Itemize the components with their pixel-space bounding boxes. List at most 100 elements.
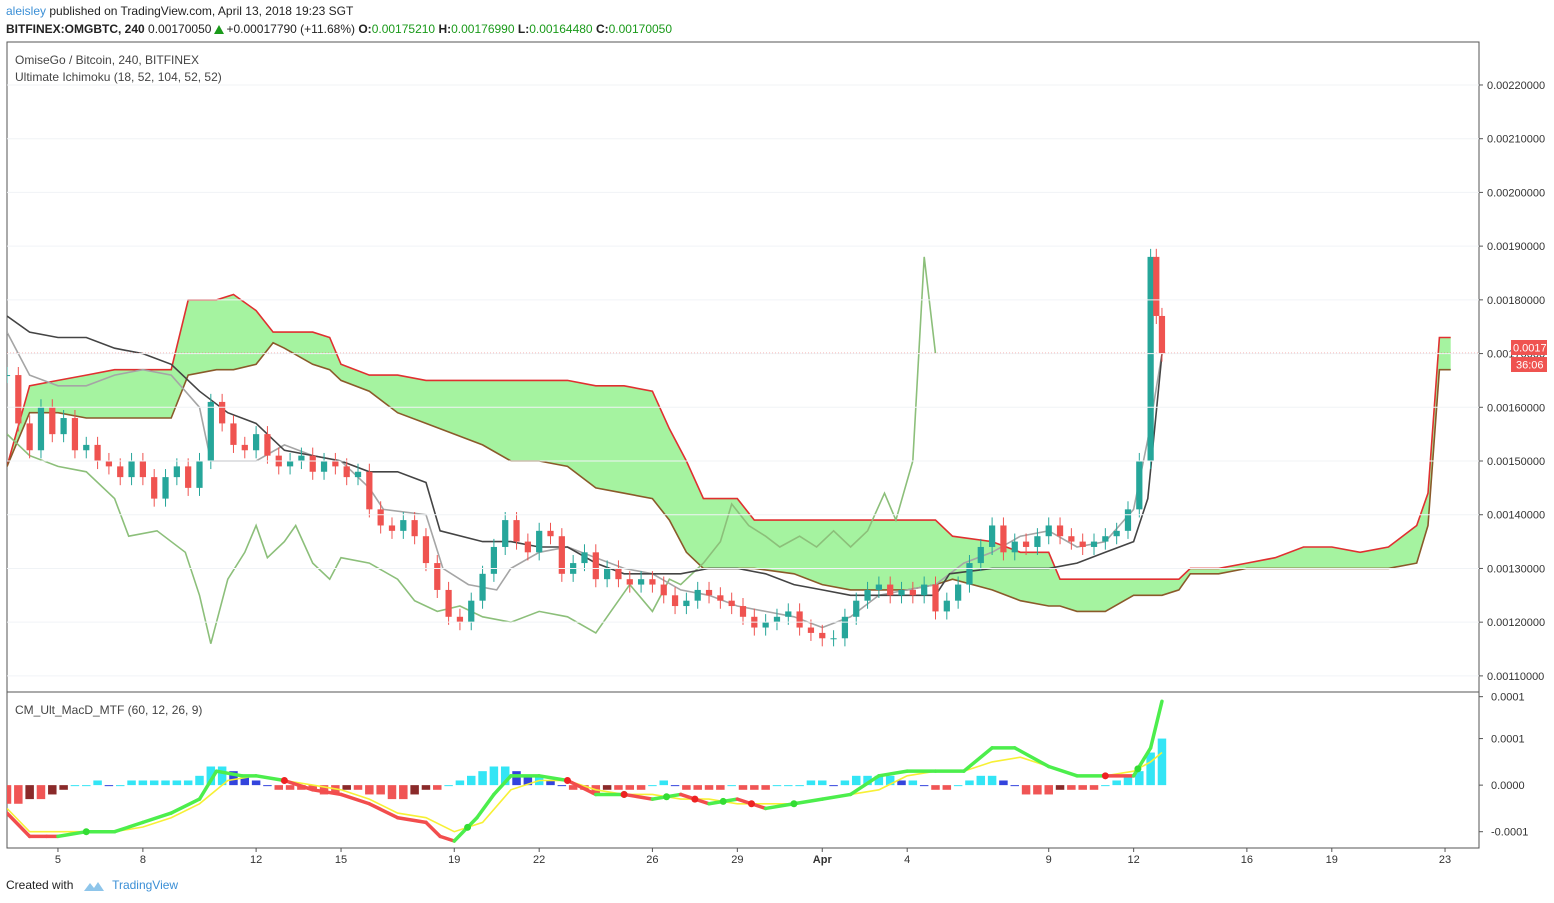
- macd-line-segment: [622, 792, 655, 801]
- macd-histogram-bar: [625, 785, 635, 790]
- publish-line: aleisley published on TradingView.com, A…: [6, 4, 353, 18]
- macd-histogram-bar: [908, 780, 918, 786]
- candle-down: [717, 595, 724, 601]
- countdown-box: [1511, 357, 1547, 372]
- macd-histogram-bar: [251, 780, 261, 786]
- candle-up: [536, 530, 543, 553]
- candle-up: [1011, 541, 1018, 553]
- price-tag: 0.00170050 36:06: [1511, 340, 1554, 372]
- candle-down: [1068, 536, 1075, 542]
- low-label: L:: [517, 22, 530, 36]
- macd-cross-dot: [82, 828, 90, 836]
- macd-histogram-bar: [1112, 780, 1121, 786]
- tradingview-link[interactable]: TradingView: [112, 878, 179, 892]
- candle-down: [219, 401, 226, 424]
- macd-histogram-bar: [161, 780, 170, 786]
- macd-indicator-label[interactable]: CM_Ult_MacD_MTF (60, 12, 26, 9): [15, 703, 203, 717]
- candle-up: [173, 466, 180, 478]
- macd-histogram-bar: [25, 785, 34, 800]
- time-tick-label: 16: [1241, 854, 1253, 866]
- macd-cross-dot: [1134, 765, 1142, 773]
- macd-histogram-bar: [421, 785, 431, 790]
- price-tag-value: 0.00170050: [1513, 343, 1554, 355]
- macd-line-segment: [1046, 764, 1079, 778]
- macd-signal-line: [7, 751, 1163, 833]
- candle-down: [309, 455, 316, 472]
- price-tick-label: 0.00180000: [1487, 295, 1545, 307]
- last-price: 0.00170050: [148, 22, 212, 36]
- candle-up: [196, 461, 203, 488]
- candle-up: [1113, 530, 1120, 537]
- macd-histogram-bar: [455, 780, 465, 786]
- macd-tick-label: 0.0000: [1491, 780, 1525, 792]
- candle-up: [400, 520, 407, 531]
- candle-up: [468, 600, 475, 623]
- macd-cross-dot: [663, 793, 671, 801]
- symbol-name[interactable]: BITFINEX:OMGBTC, 240: [6, 22, 145, 36]
- macd-histogram-bar: [240, 775, 250, 786]
- candle-down: [15, 375, 22, 424]
- candle-down: [434, 563, 441, 590]
- macd-histogram-bar: [568, 785, 578, 790]
- candle-up: [875, 584, 882, 590]
- macd-histogram-bar: [648, 785, 657, 787]
- main-pane-title: OmiseGo / Bitcoin, 240, BITFINEX: [15, 53, 200, 67]
- macd-histogram-bar: [195, 775, 204, 786]
- macd-pane-frame: [6, 691, 1480, 849]
- candle-up: [683, 600, 690, 607]
- macd-histogram-bar: [127, 780, 136, 786]
- time-tick-label: 12: [1128, 854, 1140, 866]
- macd-line-segment: [424, 820, 442, 839]
- candle-up: [785, 611, 792, 617]
- macd-indicator: [7, 699, 1167, 843]
- close-value: 0.00170050: [608, 22, 673, 36]
- candle-down: [445, 589, 452, 617]
- candle-down: [117, 466, 124, 478]
- macd-tick-label: -0.0001: [1491, 827, 1528, 839]
- price-tick-label: 0.00210000: [1487, 134, 1545, 146]
- time-tick-label: 8: [140, 854, 146, 866]
- low-value: 0.00164480: [529, 22, 593, 36]
- candle-down: [1056, 525, 1064, 537]
- macd-histogram-bar: [919, 785, 929, 787]
- macd-histogram-bar: [999, 780, 1008, 786]
- candle-up: [581, 552, 588, 564]
- candle-down: [422, 536, 430, 564]
- ichimoku-indicator-label[interactable]: Ultimate Ichimoku (18, 52, 104, 52, 52): [15, 70, 222, 84]
- price-tick-label: 0.00140000: [1487, 510, 1545, 522]
- candles: [7, 248, 1166, 647]
- time-tick-label: 29: [731, 854, 743, 866]
- macd-histogram-bar: [229, 771, 238, 786]
- time-tick-label: 5: [55, 854, 61, 866]
- macd-line-segment: [367, 802, 400, 820]
- macd-tick-label: 0.0001: [1491, 734, 1525, 746]
- candle-up: [762, 622, 769, 628]
- macd-line-segment: [537, 774, 570, 783]
- chikou-span-line: [7, 256, 937, 644]
- candle-up: [286, 461, 294, 467]
- candle-down: [26, 423, 33, 451]
- created-with-text: Created with: [6, 878, 74, 892]
- macd-histogram-bar: [682, 785, 691, 790]
- candle-down: [615, 568, 622, 580]
- macd-histogram-bar: [410, 785, 419, 795]
- candle-up: [502, 520, 509, 547]
- macd-histogram-bar: [772, 785, 782, 787]
- up-arrow-icon: [214, 25, 225, 34]
- macd-histogram-bar: [851, 775, 861, 786]
- macd-histogram-bar: [36, 785, 46, 800]
- macd-histogram-bar: [172, 780, 182, 786]
- candle-down: [932, 584, 939, 612]
- time-tick-label: 12: [250, 854, 262, 866]
- macd-histogram-bar: [818, 780, 827, 786]
- macd-histogram-bar: [1146, 752, 1155, 786]
- candle-down: [739, 606, 747, 617]
- candle-up: [1102, 536, 1109, 542]
- candle-down: [705, 589, 713, 596]
- macd-histogram-bar: [82, 785, 91, 787]
- author-link[interactable]: aleisley: [6, 4, 47, 18]
- macd-histogram-bar: [806, 780, 816, 786]
- macd-histogram-bar: [444, 785, 453, 787]
- macd-line-segment: [763, 802, 796, 811]
